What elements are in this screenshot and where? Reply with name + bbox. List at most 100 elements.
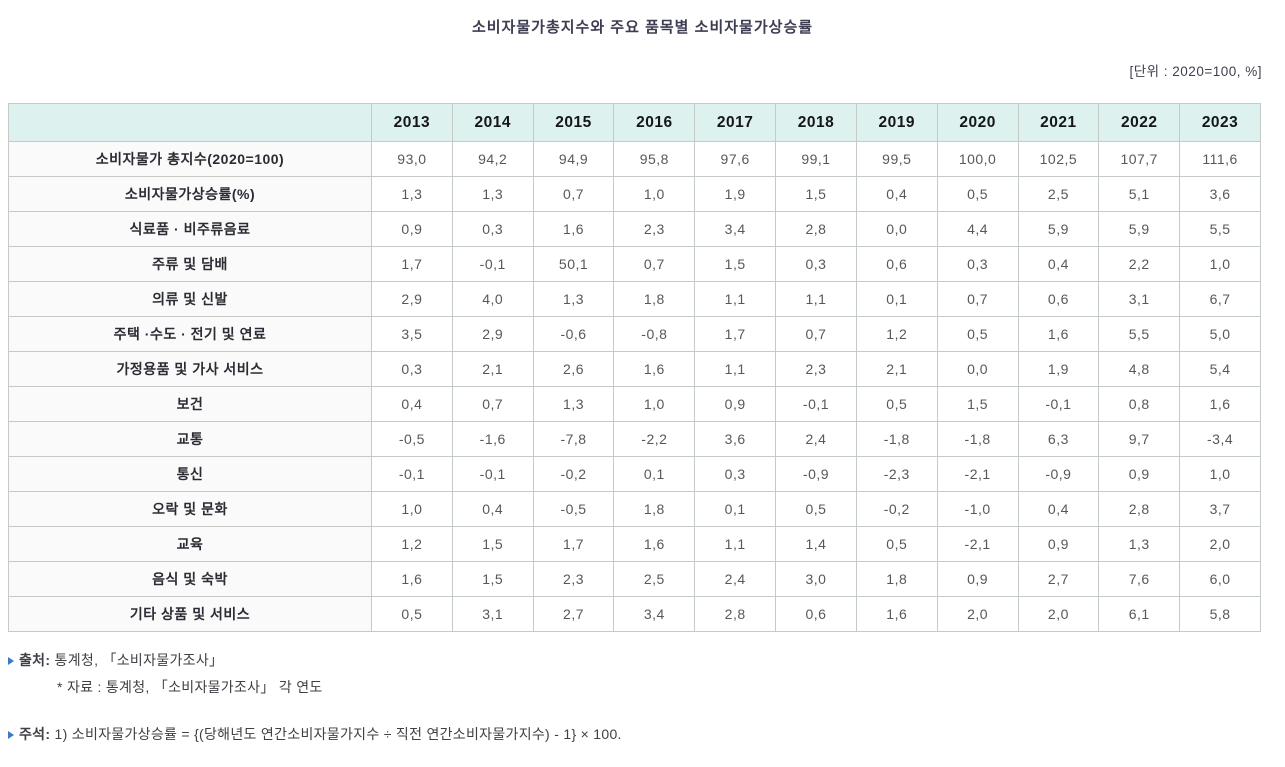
- data-cell: -0,8: [613, 316, 696, 352]
- table-row: 주류 및 담배 1,7 -0,1 50,1 0,7 1,5 0,3 0,6 0,3 0,4 2,2 1…: [8, 246, 1261, 282]
- year-header: 2021: [1017, 103, 1100, 142]
- row-label: 교통: [8, 421, 372, 457]
- year-header: 2022: [1098, 103, 1181, 142]
- data-cell: 107,7: [1098, 141, 1181, 177]
- data-cell: 94,9: [532, 141, 615, 177]
- row-label: 통신: [8, 456, 372, 492]
- data-cell: 1,0: [1179, 246, 1261, 282]
- data-cell: -0,5: [532, 491, 615, 527]
- data-cell: 0,3: [694, 456, 777, 492]
- row-label: 소비자물가상승률(%): [8, 176, 372, 212]
- data-cell: 1,5: [775, 176, 857, 212]
- data-cell: 1,8: [613, 491, 696, 527]
- data-cell: 5,0: [1179, 316, 1261, 352]
- data-cell: 5,9: [1098, 211, 1181, 247]
- source-text: 통계청, 「소비자물가조사」: [54, 652, 224, 668]
- data-cell: 1,0: [1179, 456, 1261, 492]
- data-cell: -7,8: [532, 421, 615, 457]
- table-row: 기타 상품 및 서비스 0,5 3,1 2,7 3,4 2,8 0,6 1,6 2,0 2,0 6,…: [8, 596, 1261, 632]
- data-cell: 0,9: [694, 386, 777, 422]
- row-label: 의류 및 신발: [8, 281, 372, 317]
- data-cell: 97,6: [694, 141, 777, 177]
- row-label: 가정용품 및 가사 서비스: [8, 351, 372, 387]
- source-subline: * 자료 : 통계청, 「소비자물가조사」 각 연도: [57, 679, 323, 695]
- data-cell: 2,5: [1017, 176, 1100, 212]
- data-cell: 94,2: [451, 141, 534, 177]
- data-cell: 9,7: [1098, 421, 1181, 457]
- data-cell: 1,6: [855, 596, 938, 632]
- year-header: 2016: [613, 103, 696, 142]
- table-row: 소비자물가상승률(%) 1,3 1,3 0,7 1,0 1,9 1,5 0,4 0,5 2,5 5,…: [8, 176, 1261, 212]
- row-label: 소비자물가 총지수(2020=100): [8, 141, 372, 177]
- data-cell: 0,6: [855, 246, 938, 282]
- table-row: 음식 및 숙박 1,6 1,5 2,3 2,5 2,4 3,0 1,8 0,9 2,7 7,6 6,0: [8, 561, 1261, 597]
- data-cell: 0,4: [1017, 491, 1100, 527]
- data-cell: 2,8: [694, 596, 777, 632]
- data-cell: 2,1: [451, 351, 534, 387]
- data-cell: 6,7: [1179, 281, 1261, 317]
- data-cell: 1,7: [694, 316, 777, 352]
- data-cell: 1,6: [1179, 386, 1261, 422]
- source-line: 출처: 통계청, 「소비자물가조사」: [8, 650, 223, 670]
- data-cell: 0,6: [775, 596, 857, 632]
- data-cell: -1,6: [451, 421, 534, 457]
- data-cell: 2,6: [532, 351, 615, 387]
- data-cell: 1,6: [1017, 316, 1100, 352]
- year-header: 2015: [532, 103, 615, 142]
- page-title: 소비자물가총지수와 주요 품목별 소비자물가상승률: [471, 19, 814, 36]
- data-cell: 3,0: [775, 561, 857, 597]
- data-cell: 0,7: [451, 386, 534, 422]
- data-cell: 2,3: [775, 351, 857, 387]
- row-label: 주류 및 담배: [8, 246, 372, 282]
- data-cell: 2,3: [613, 211, 696, 247]
- data-cell: -0,1: [451, 456, 534, 492]
- data-cell: 1,1: [775, 281, 857, 317]
- data-cell: 1,4: [775, 526, 857, 562]
- data-cell: 1,1: [694, 351, 777, 387]
- data-cell: 2,1: [855, 351, 938, 387]
- data-cell: 5,4: [1179, 351, 1261, 387]
- bullet-icon: [8, 657, 14, 665]
- data-cell: -1,0: [936, 491, 1019, 527]
- data-cell: 0,9: [371, 211, 453, 247]
- data-cell: 0,4: [855, 176, 938, 212]
- table-row: 교육 1,2 1,5 1,7 1,6 1,1 1,4 0,5 -2,1 0,9 1,3 2,0: [8, 526, 1261, 562]
- data-cell: 2,4: [775, 421, 857, 457]
- data-cell: 1,5: [694, 246, 777, 282]
- note-text: 1) 소비자물가상승률 = {(당해년도 연간소비자물가지수 ÷ 직전 연간소비…: [54, 726, 622, 742]
- data-cell: 100,0: [936, 141, 1019, 177]
- data-cell: 0,5: [936, 176, 1019, 212]
- data-cell: 1,0: [613, 386, 696, 422]
- data-cell: 0,5: [936, 316, 1019, 352]
- data-cell: 0,9: [1098, 456, 1181, 492]
- table-row: 소비자물가 총지수(2020=100) 93,0 94,2 94,9 95,8 97,6 9…: [8, 141, 1261, 177]
- data-cell: 6,3: [1017, 421, 1100, 457]
- data-cell: 2,8: [775, 211, 857, 247]
- data-cell: -2,1: [936, 456, 1019, 492]
- data-cell: 1,3: [532, 281, 615, 317]
- data-cell: 1,8: [855, 561, 938, 597]
- data-cell: 1,5: [451, 561, 534, 597]
- data-cell: -0,1: [451, 246, 534, 282]
- data-cell: 4,8: [1098, 351, 1181, 387]
- row-label: 기타 상품 및 서비스: [8, 596, 372, 632]
- data-cell: 1,3: [451, 176, 534, 212]
- data-cell: 1,5: [451, 526, 534, 562]
- table-row: 통신 -0,1 -0,1 -0,2 0,1 0,3 -0,9 -2,3 -2,1 -0,9 0,9 1…: [8, 456, 1261, 492]
- table-row: 가정용품 및 가사 서비스 0,3 2,1 2,6 1,6 1,1 2,3 2,1 0,0 1,9…: [8, 351, 1261, 387]
- data-cell: 1,6: [613, 526, 696, 562]
- data-cell: -0,1: [775, 386, 857, 422]
- year-header: 2019: [855, 103, 938, 142]
- data-cell: 1,7: [371, 246, 453, 282]
- table-row: 오락 및 문화 1,0 0,4 -0,5 1,8 0,1 0,5 -0,2 -1,0 0,4 2,8…: [8, 491, 1261, 527]
- data-cell: 6,1: [1098, 596, 1181, 632]
- data-cell: 0,7: [613, 246, 696, 282]
- table-row: 의류 및 신발 2,9 4,0 1,3 1,8 1,1 1,1 0,1 0,7 0,6 3,1 6,7: [8, 281, 1261, 317]
- data-cell: -0,6: [532, 316, 615, 352]
- data-cell: 93,0: [371, 141, 453, 177]
- data-cell: 6,0: [1179, 561, 1261, 597]
- table-row: 식료품 · 비주류음료 0,9 0,3 1,6 2,3 3,4 2,8 0,0 4,4 5,9 5,…: [8, 211, 1261, 247]
- data-cell: 0,0: [855, 211, 938, 247]
- table-row: 교통 -0,5 -1,6 -7,8 -2,2 3,6 2,4 -1,8 -1,8 6,3 9,7 -3…: [8, 421, 1261, 457]
- data-cell: 2,4: [694, 561, 777, 597]
